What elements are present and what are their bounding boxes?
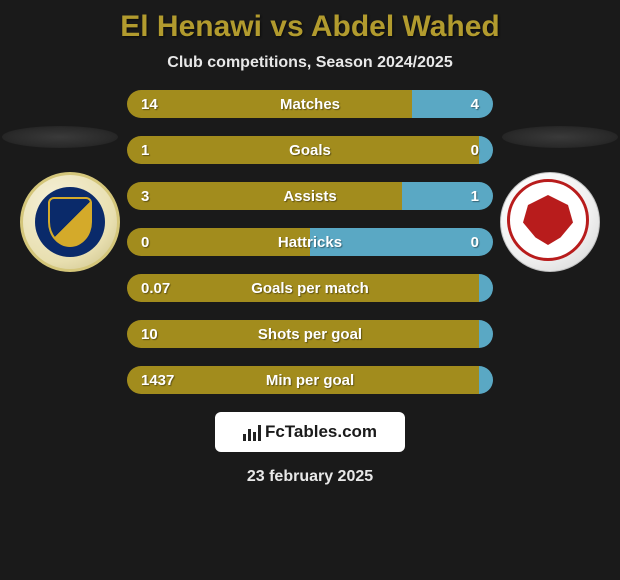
stat-row: 00Hattricks [127,228,493,256]
stat-value-left: 1437 [141,372,174,389]
stat-value-left: 3 [141,188,149,205]
stat-value-left: 1 [141,142,149,159]
team-badge-left [20,172,120,272]
chart-icon [243,423,261,441]
stat-row: 1437Min per goal [127,366,493,394]
player-shadow-right [502,126,618,148]
stat-row: 144Matches [127,90,493,118]
stats-bars: 144Matches10Goals31Assists00Hattricks0.0… [127,90,493,394]
stat-value-right: 4 [471,96,479,113]
stat-bar-left: 1 [127,136,479,164]
subtitle: Club competitions, Season 2024/2025 [0,54,620,72]
stat-bar-left: 14 [127,90,412,118]
footer-brand[interactable]: FcTables.com [215,412,405,452]
stat-value-right: 1 [471,188,479,205]
stat-value-left: 0 [141,234,149,251]
page-title: El Henawi vs Abdel Wahed [0,0,620,44]
stat-bar-left: 1437 [127,366,479,394]
team-badge-right [500,172,600,272]
stat-bar-right [479,366,493,394]
stat-value-left: 0.07 [141,280,170,297]
team-badge-left-inner [35,187,105,257]
stat-bar-right: 0 [310,228,493,256]
stat-value-left: 14 [141,96,158,113]
stat-bar-right [479,320,493,348]
shield-icon [48,197,92,247]
stat-row: 10Goals [127,136,493,164]
stat-bar-right [479,274,493,302]
stat-bar-left: 3 [127,182,402,210]
stat-row: 31Assists [127,182,493,210]
stat-bar-left: 0 [127,228,310,256]
stat-row: 10Shots per goal [127,320,493,348]
stat-value-left: 10 [141,326,158,343]
stat-row: 0.07Goals per match [127,274,493,302]
stat-bar-left: 10 [127,320,479,348]
player-shadow-left [2,126,118,148]
stat-bar-right: 4 [412,90,493,118]
footer-brand-text: FcTables.com [265,422,377,442]
stat-bar-right: 1 [402,182,494,210]
date-label: 23 february 2025 [0,468,620,486]
eagle-icon [523,195,573,245]
team-badge-right-inner [507,179,589,261]
stat-value-right: 0 [471,234,479,251]
stat-bar-right: 0 [479,136,493,164]
stat-value-right: 0 [471,142,479,159]
stat-bar-left: 0.07 [127,274,479,302]
